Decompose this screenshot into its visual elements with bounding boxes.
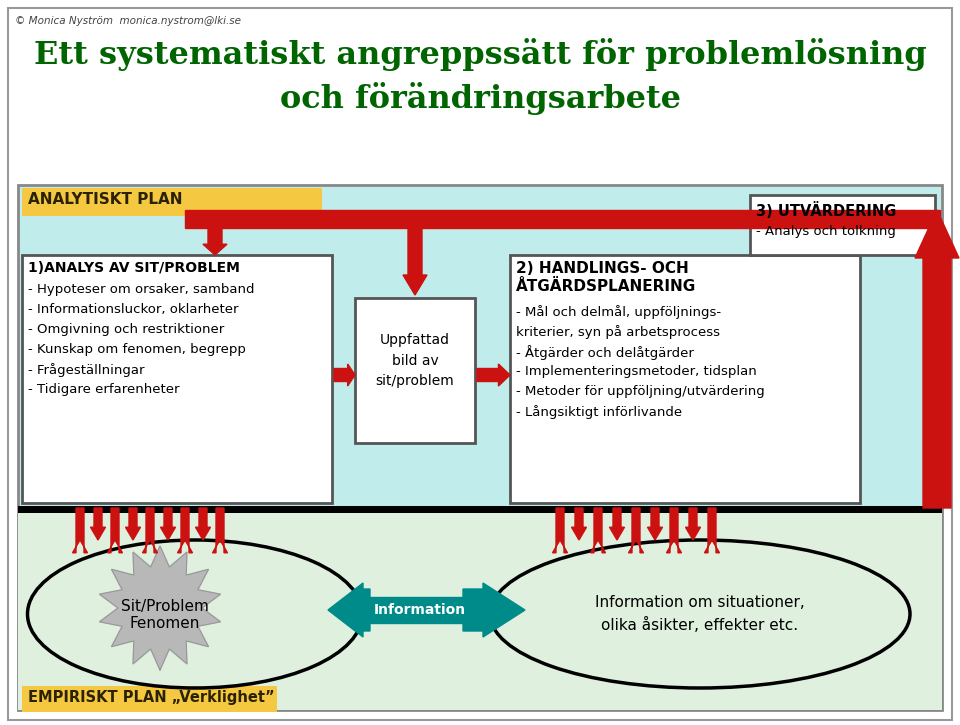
FancyArrow shape (685, 508, 701, 540)
Bar (22, 686, 277, 712)
FancyArrow shape (203, 228, 227, 255)
FancyArrow shape (108, 508, 123, 552)
Bar (22, 188, 322, 216)
FancyArrow shape (610, 508, 625, 540)
FancyArrow shape (212, 508, 228, 552)
FancyArrow shape (178, 508, 193, 552)
Text: - Hypoteser om orsaker, samband: - Hypoteser om orsaker, samband (28, 283, 254, 296)
Text: ÅTGÄRDSPLANERING: ÅTGÄRDSPLANERING (516, 279, 696, 294)
Text: Information om situationer,
olika åsikter, effekter etc.: Information om situationer, olika åsikte… (595, 594, 804, 634)
Text: 2) HANDLINGS- OCH: 2) HANDLINGS- OCH (516, 261, 688, 276)
FancyArrow shape (553, 508, 567, 552)
Text: ANALYTISKT PLAN: ANALYTISKT PLAN (28, 192, 182, 207)
Text: och förändringsarbete: och förändringsarbete (279, 82, 681, 115)
FancyArrow shape (73, 508, 87, 552)
FancyArrow shape (590, 508, 606, 552)
Text: Uppfattad
bild av
sit/problem: Uppfattad bild av sit/problem (375, 333, 454, 388)
Bar (355, 298, 475, 443)
Text: Sit/Problem: Sit/Problem (121, 599, 209, 613)
Text: Information: Information (374, 603, 467, 617)
Text: - Metoder för uppföljning/utvärdering: - Metoder för uppföljning/utvärdering (516, 385, 765, 398)
Text: 1)ANALYS AV SIT/PROBLEM: 1)ANALYS AV SIT/PROBLEM (28, 261, 240, 275)
FancyArrow shape (90, 508, 106, 540)
Bar (750, 195, 935, 255)
Text: - Omgivning och restriktioner: - Omgivning och restriktioner (28, 323, 225, 336)
Text: - Mål och delmål, uppföljnings-: - Mål och delmål, uppföljnings- (516, 305, 721, 319)
Text: - Frågeställningar: - Frågeställningar (28, 363, 145, 377)
Text: - Kunskap om fenomen, begrepp: - Kunskap om fenomen, begrepp (28, 343, 246, 356)
Text: - Implementeringsmetoder, tidsplan: - Implementeringsmetoder, tidsplan (516, 365, 756, 378)
FancyArrow shape (334, 364, 355, 386)
Text: - Informationsluckor, oklarheter: - Informationsluckor, oklarheter (28, 303, 238, 316)
FancyArrow shape (403, 228, 427, 295)
Polygon shape (100, 546, 221, 670)
FancyArrow shape (463, 583, 525, 637)
Bar (22, 255, 332, 503)
Bar (185, 210, 940, 228)
FancyArrow shape (160, 508, 176, 540)
Text: EMPIRISKT PLAN „Verklighet”: EMPIRISKT PLAN „Verklighet” (28, 690, 275, 705)
FancyArrow shape (647, 508, 662, 540)
Text: - Analys och tolkning: - Analys och tolkning (756, 225, 896, 238)
Text: - Tidigare erfarenheter: - Tidigare erfarenheter (28, 383, 180, 396)
Text: kriterier, syn på arbetsprocess: kriterier, syn på arbetsprocess (516, 325, 720, 339)
FancyArrow shape (571, 508, 587, 540)
FancyArrow shape (705, 508, 719, 552)
Text: - Åtgärder och delåtgärder: - Åtgärder och delåtgärder (516, 345, 694, 360)
FancyArrow shape (629, 508, 643, 552)
Bar (18, 185, 942, 710)
Text: Ett systematiskt angreppssätt för problemlösning: Ett systematiskt angreppssätt för proble… (34, 38, 926, 71)
Bar (18, 506, 942, 513)
FancyArrow shape (142, 508, 157, 552)
Text: - Långsiktigt införlivande: - Långsiktigt införlivande (516, 405, 683, 419)
Bar (18, 508, 942, 710)
FancyArrow shape (126, 508, 140, 540)
Bar (370, 597, 465, 623)
Text: Fenomen: Fenomen (130, 616, 201, 631)
FancyArrow shape (196, 508, 210, 540)
Bar (510, 255, 860, 503)
Text: © Monica Nyström  monica.nystrom@lki.se: © Monica Nyström monica.nystrom@lki.se (15, 16, 241, 26)
FancyArrow shape (328, 583, 370, 637)
FancyArrow shape (477, 364, 510, 386)
FancyArrow shape (666, 508, 682, 552)
FancyArrow shape (915, 210, 959, 508)
Text: 3) UTVÄRDERING: 3) UTVÄRDERING (756, 202, 897, 219)
